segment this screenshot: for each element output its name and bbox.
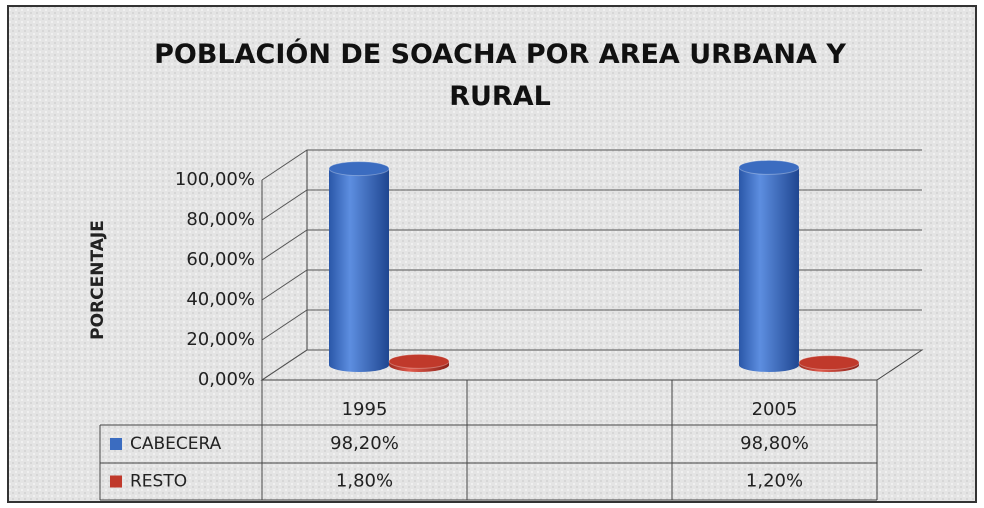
data-label: 1,80% <box>336 471 393 492</box>
bar-top <box>798 355 860 371</box>
grid-line <box>261 149 922 181</box>
x-tick-label: 1995 <box>342 399 388 420</box>
y-tick-label: 80,00% <box>186 209 255 230</box>
bar-base <box>329 358 389 372</box>
bar-top <box>328 161 390 177</box>
y-tick-label: 0,00% <box>198 369 255 390</box>
bar-body <box>329 168 389 365</box>
legend-swatch <box>110 475 122 488</box>
chart-title: POBLACIÓN DE SOACHA POR AREA URBANA Y RU… <box>154 39 846 112</box>
grid-line <box>261 309 922 341</box>
data-label: 1,20% <box>746 471 803 492</box>
grid-line <box>261 189 922 221</box>
bar-body <box>739 167 799 365</box>
y-tick-label: 20,00% <box>186 329 255 350</box>
legend-label: RESTO <box>130 472 187 492</box>
grid-line <box>261 229 922 261</box>
data-label: 98,20% <box>330 433 399 454</box>
chart-frame <box>7 5 977 503</box>
y-tick-label: 100,00% <box>175 169 255 190</box>
bar-top <box>388 353 450 369</box>
grid-line <box>261 349 922 381</box>
y-tick-label: 40,00% <box>186 289 255 310</box>
bar-base <box>739 358 799 372</box>
grid-line <box>261 269 922 301</box>
data-label: 98,80% <box>740 433 809 454</box>
y-tick-label: 60,00% <box>186 249 255 270</box>
legend-label: CABECERA <box>130 434 222 454</box>
y-axis-label: PORCENTAJE <box>88 220 108 340</box>
bar-top <box>738 159 800 175</box>
legend-swatch <box>110 438 122 450</box>
x-tick-label: 2005 <box>752 399 798 420</box>
